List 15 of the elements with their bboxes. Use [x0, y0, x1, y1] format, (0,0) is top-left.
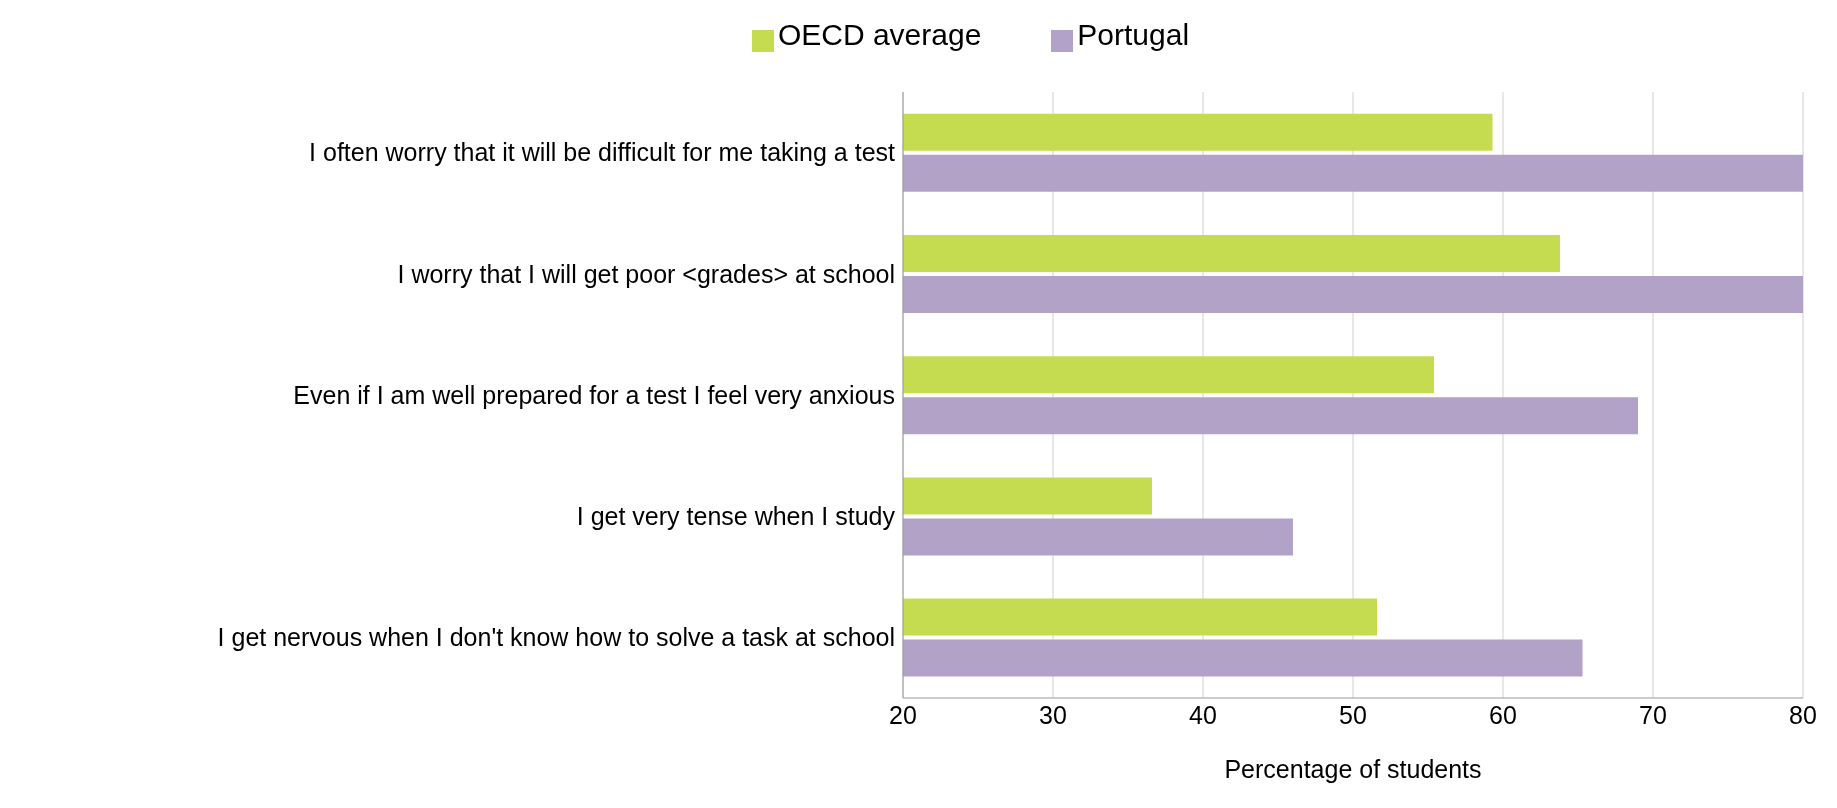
y-tick-label: I get very tense when I study [576, 502, 896, 531]
x-tick-label: 20 [889, 700, 917, 729]
legend-label: Portugal [1077, 18, 1190, 51]
y-tick-label: I get nervous when I don't know how to solve a task at school [217, 623, 895, 652]
x-tick-label: 60 [1489, 700, 1517, 729]
y-tick-label: I worry that I will get poor <grades> at school [397, 259, 895, 288]
legend-label: OECD average [777, 18, 982, 51]
x-tick-label: 40 [1189, 700, 1217, 729]
x-tick-label: 50 [1339, 700, 1367, 729]
x-tick-label: 80 [1789, 700, 1817, 729]
y-tick-label: Even if I am well prepared for a test I feel very anxious [293, 380, 895, 409]
x-tick-label: 70 [1639, 700, 1667, 729]
x-tick-label: 30 [1039, 700, 1067, 729]
y-tick-label: I often worry that it will be difficult for me taking a test [309, 138, 896, 167]
x-axis-title: Percentage of students [1224, 755, 1482, 783]
